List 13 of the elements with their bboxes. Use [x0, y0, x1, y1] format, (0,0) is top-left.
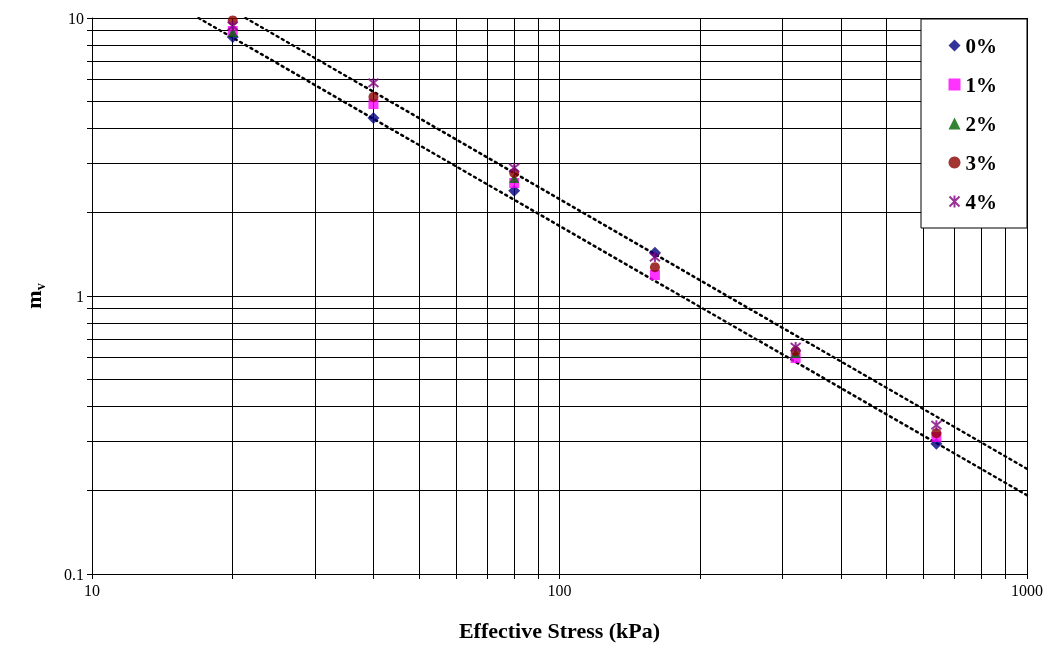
y-axis-title: mv: [20, 283, 48, 309]
y-tick-label: 10: [68, 9, 84, 27]
legend-label: 4%: [965, 189, 997, 214]
legend-label: 3%: [965, 150, 997, 175]
x-tick-label: 1000: [1011, 581, 1043, 599]
x-tick-label: 10: [84, 581, 100, 599]
y-tick-label: 0.1: [64, 565, 84, 583]
x-tick-label: 100: [547, 581, 572, 599]
x-axis-title: Effective Stress (kPa): [458, 617, 661, 643]
legend-label: 2%: [965, 111, 997, 136]
legend-label: 1%: [965, 72, 997, 97]
legend-label: 0%: [965, 33, 997, 58]
y-tick-label: 1: [76, 287, 84, 305]
